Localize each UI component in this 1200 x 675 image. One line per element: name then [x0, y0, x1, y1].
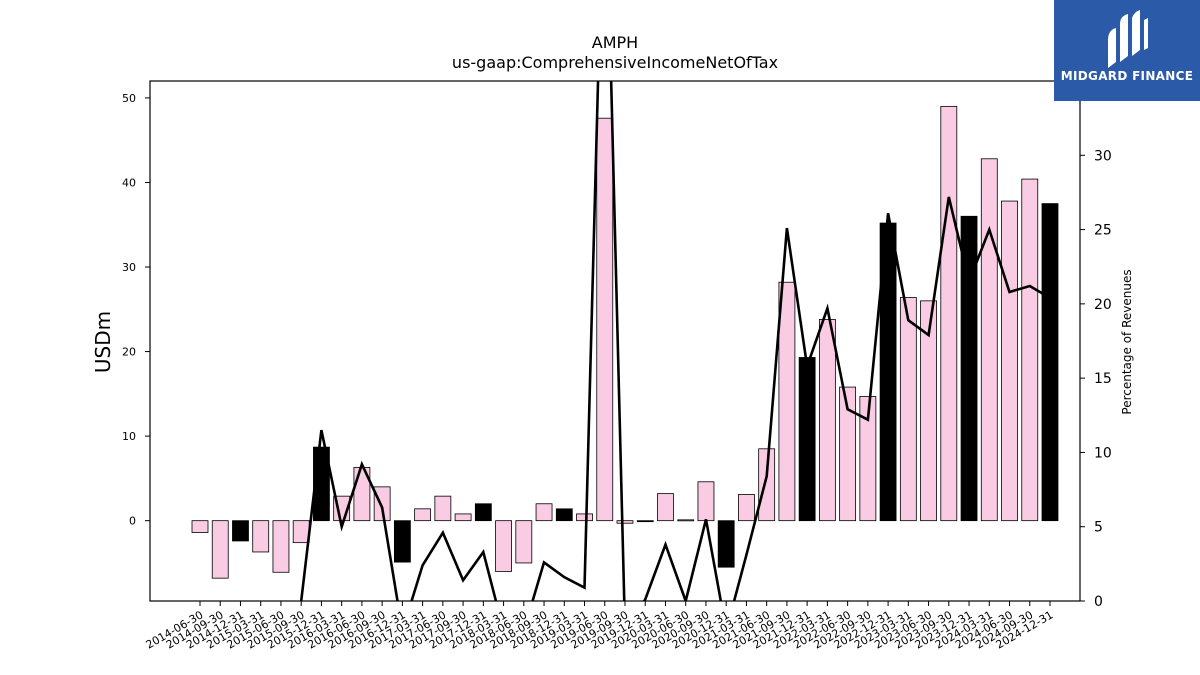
y-tick-label: 30	[122, 261, 136, 274]
y2-tick-label: 5	[1094, 520, 1103, 536]
bar-2017-06-30	[434, 495, 452, 522]
y2-tick-label: 25	[1094, 223, 1112, 239]
y2-tick-label: 30	[1094, 148, 1112, 164]
bar-2020-12-31	[717, 520, 735, 568]
bar-2024-12-31	[1041, 203, 1059, 522]
bar-2022-06-30	[839, 386, 857, 522]
plot-frame	[149, 80, 1081, 602]
bar-2016-09-30	[373, 486, 391, 522]
bar-2015-09-30	[292, 520, 310, 544]
bar-2023-12-31	[960, 215, 978, 522]
midgard-logo-icon	[1108, 10, 1148, 68]
y-tick-label: 0	[129, 515, 136, 528]
bar-2020-09-30	[697, 481, 715, 522]
chart-title: AMPH	[592, 33, 638, 52]
y2-tick-label: 0	[1094, 594, 1103, 610]
revenue-percentage-line	[299, 81, 1051, 601]
logo-text: MIDGARD FINANCE	[1060, 69, 1194, 83]
bar-2024-09-30	[1021, 178, 1039, 522]
bar-2021-06-30	[758, 448, 776, 522]
bar-2018-12-31	[555, 508, 573, 522]
bar-2024-03-31	[980, 158, 998, 522]
bar-2019-03-31	[576, 513, 593, 522]
bar-2019-06-30	[596, 117, 614, 522]
chart-subtitle: us-gaap:ComprehensiveIncomeNetOfTax	[452, 53, 778, 72]
bar-2021-12-31	[798, 357, 816, 522]
line-group	[299, 81, 1051, 601]
bar-2014-06-30	[191, 520, 209, 533]
bar-2018-09-30	[535, 503, 553, 522]
bar-2021-09-30	[778, 281, 796, 522]
y-axis-label: USDm	[91, 311, 115, 373]
y2-tick-label: 20	[1094, 297, 1112, 313]
y-tick-label: 10	[122, 430, 136, 443]
bar-2017-12-31	[474, 503, 492, 522]
bar-2022-09-30	[859, 395, 877, 522]
bar-2016-12-31	[393, 520, 411, 563]
y-tick-label: 20	[122, 346, 136, 359]
y-tick-label: 50	[122, 92, 136, 105]
bar-2017-03-31	[414, 508, 432, 522]
bar-2023-09-30	[940, 105, 958, 522]
bar-2021-03-31	[738, 494, 755, 522]
y2-axis-label: Percentage of Revenues	[1120, 269, 1134, 414]
bar-2020-03-31	[657, 493, 674, 522]
axes-group: 010203040500510152025302014-06-302014-09…	[122, 80, 1112, 652]
bar-2014-12-31	[232, 520, 249, 542]
bar-2024-06-30	[1001, 200, 1018, 522]
bar-2018-06-30	[515, 520, 533, 564]
bar-2019-09-30	[616, 520, 634, 524]
bar-2014-09-30	[211, 520, 229, 579]
bar-2023-06-30	[920, 300, 937, 522]
bar-2015-06-30	[272, 520, 290, 573]
bar-2023-03-31	[899, 297, 917, 522]
y2-tick-label: 15	[1094, 371, 1112, 387]
bar-2020-06-30	[677, 519, 695, 522]
bar-2019-12-31	[636, 520, 654, 523]
bar-2022-03-31	[818, 319, 836, 522]
bar-2017-09-30	[454, 513, 472, 522]
y2-tick-label: 10	[1094, 445, 1112, 461]
y-tick-label: 40	[122, 176, 136, 189]
bar-2018-03-31	[495, 520, 512, 572]
bars-group	[191, 105, 1059, 579]
midgard-finance-logo: MIDGARD FINANCE	[1054, 0, 1200, 101]
bar-2015-03-31	[252, 520, 270, 553]
